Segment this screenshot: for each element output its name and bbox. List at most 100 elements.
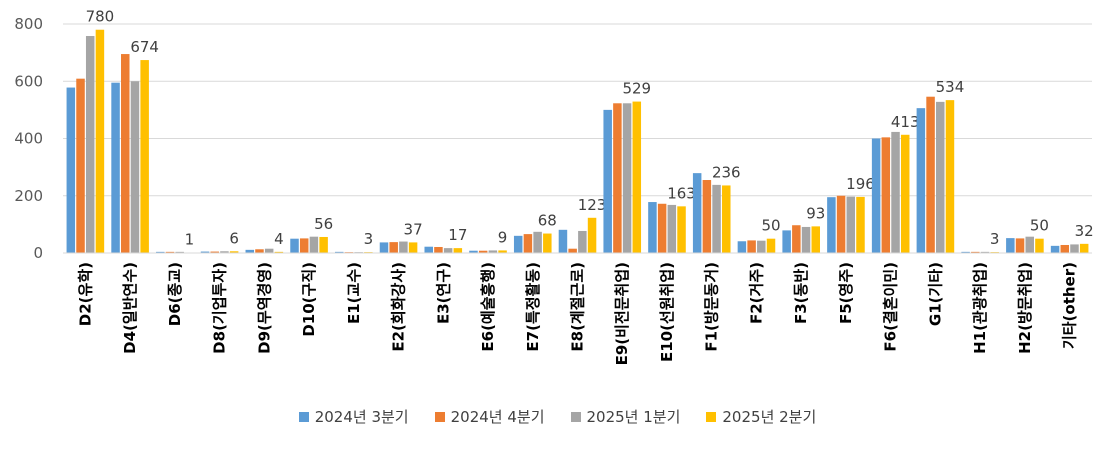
legend-swatch xyxy=(298,411,309,422)
bar xyxy=(255,249,264,253)
y-tick-label: 0 xyxy=(33,244,43,262)
data-label: 37 xyxy=(404,220,423,238)
bar xyxy=(881,137,891,253)
x-tick-label: F5(영주) xyxy=(837,262,855,324)
bar xyxy=(900,134,910,253)
x-tick-label: D9(무역경영) xyxy=(255,262,273,354)
x-tick-label: E10(선원취업) xyxy=(658,262,676,362)
x-tick-label: E6(예술흥행) xyxy=(479,262,497,352)
bar xyxy=(587,217,597,253)
bar xyxy=(846,196,856,253)
x-tick-label: 기타(other) xyxy=(1061,262,1079,349)
bar xyxy=(871,138,881,253)
bar xyxy=(443,248,453,253)
bar xyxy=(245,249,255,253)
legend-item: 2025년 2분기 xyxy=(706,406,816,427)
bar xyxy=(1035,238,1044,253)
bar xyxy=(76,78,85,253)
bar xyxy=(85,36,95,254)
legend-swatch xyxy=(570,411,581,422)
bar xyxy=(747,240,756,253)
bar xyxy=(498,250,507,253)
bar xyxy=(856,196,865,253)
legend-label: 2024년 4분기 xyxy=(450,408,545,426)
chart-legend: 2024년 3분기 2024년 4분기 2025년 1분기 2025년 2분기 xyxy=(0,406,1115,427)
data-label: 123 xyxy=(578,196,607,214)
bar xyxy=(568,248,577,253)
bar xyxy=(309,236,319,253)
data-label: 17 xyxy=(448,226,467,244)
data-label: 3 xyxy=(990,230,1000,248)
legend-label: 2025년 1분기 xyxy=(586,408,681,426)
data-label: 68 xyxy=(538,212,557,230)
bar xyxy=(408,242,418,253)
bar xyxy=(220,251,229,253)
data-label: 236 xyxy=(712,163,741,181)
x-tick-label: F3(동반) xyxy=(792,262,810,324)
bar xyxy=(66,87,76,253)
bar xyxy=(399,241,408,253)
bar xyxy=(811,226,820,253)
legend-swatch xyxy=(706,411,717,422)
bar xyxy=(961,251,970,253)
data-label: 3 xyxy=(364,230,374,248)
bar xyxy=(469,250,478,253)
bar xyxy=(200,251,210,253)
data-label: 1 xyxy=(185,231,195,249)
bar xyxy=(1006,238,1015,253)
bar xyxy=(523,234,533,253)
bar xyxy=(543,233,552,253)
bar xyxy=(980,251,990,253)
x-tick-label: D2(유학) xyxy=(76,262,94,326)
data-label: 4 xyxy=(274,230,284,248)
legend-item: 2024년 3분기 xyxy=(298,406,409,427)
data-label: 93 xyxy=(806,204,825,222)
bar xyxy=(513,235,523,253)
bar xyxy=(613,103,622,253)
data-label: 50 xyxy=(1030,217,1049,235)
bar xyxy=(667,204,677,253)
data-label: 56 xyxy=(314,215,333,233)
bar xyxy=(712,184,721,253)
bar xyxy=(299,238,309,253)
bar xyxy=(111,82,120,254)
x-tick-label: F2(거주) xyxy=(747,262,765,324)
bar xyxy=(827,197,836,253)
legend-swatch xyxy=(434,411,445,422)
bar xyxy=(95,29,105,253)
bar xyxy=(603,109,612,253)
bar xyxy=(379,242,389,253)
data-label: 50 xyxy=(761,217,780,235)
bar xyxy=(453,248,463,253)
bar xyxy=(335,251,344,253)
x-tick-label: E8(계절근로) xyxy=(569,262,587,352)
y-tick-label: 400 xyxy=(14,130,43,148)
bar xyxy=(478,250,488,253)
bar xyxy=(1015,238,1025,253)
legend-label: 2024년 3분기 xyxy=(314,408,409,426)
bar xyxy=(140,60,149,253)
bar xyxy=(792,225,801,253)
bar xyxy=(229,251,239,253)
y-tick-label: 600 xyxy=(14,72,43,90)
x-tick-label: E1(교수) xyxy=(345,262,363,324)
data-label: 529 xyxy=(622,80,651,98)
bar xyxy=(622,103,632,253)
x-tick-label: E3(연구) xyxy=(434,262,452,324)
bar xyxy=(274,251,284,253)
data-label: 674 xyxy=(130,38,159,56)
x-tick-label: F1(방문동거) xyxy=(703,262,721,352)
bar xyxy=(165,251,175,253)
bar xyxy=(971,251,980,253)
x-tick-label: F6(결혼이민) xyxy=(882,262,900,352)
x-tick-label: D8(기업투자) xyxy=(211,262,229,354)
data-label: 163 xyxy=(667,184,696,202)
data-label: 9 xyxy=(498,228,508,246)
bar xyxy=(916,108,926,253)
bar xyxy=(782,230,791,253)
bar xyxy=(722,185,731,253)
bar xyxy=(757,240,766,253)
bar xyxy=(424,246,433,253)
bar xyxy=(210,251,219,253)
bar xyxy=(290,238,299,253)
